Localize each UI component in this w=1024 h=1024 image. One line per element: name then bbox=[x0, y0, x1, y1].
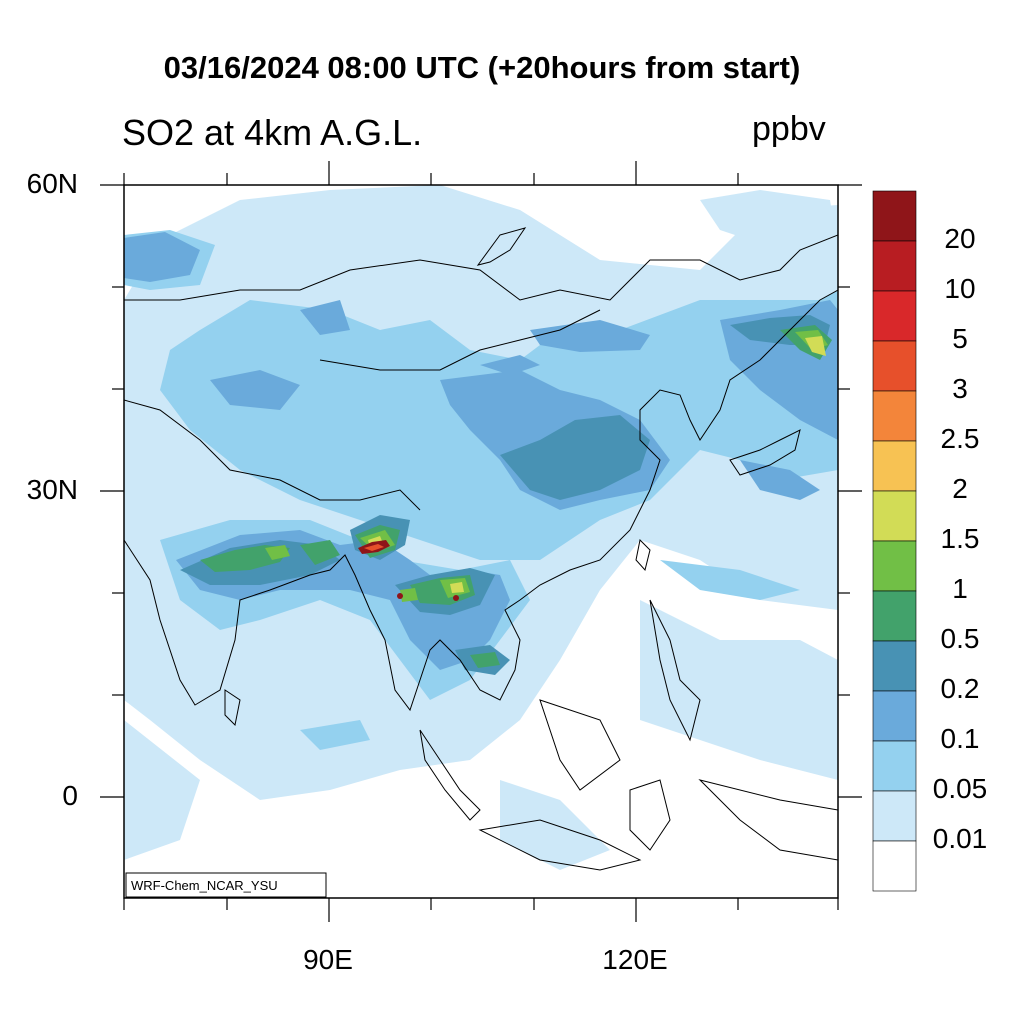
colorbar-swatch bbox=[872, 490, 917, 542]
colorbar-swatch bbox=[872, 690, 917, 742]
coastlines-and-borders bbox=[124, 227, 838, 871]
lon-label-90e: 90E bbox=[303, 944, 353, 975]
colorbar-level-label: 0.1 bbox=[940, 723, 980, 754]
contour-high bbox=[358, 540, 459, 601]
lon-label-120e: 120E bbox=[602, 944, 668, 975]
colorbar-swatch bbox=[872, 790, 917, 842]
colorbar-level-label: 0.5 bbox=[940, 623, 980, 654]
variable-label: SO2 at 4km A.G.L. bbox=[122, 112, 423, 153]
colorbar-swatch bbox=[872, 440, 917, 492]
colorbar-swatch bbox=[872, 590, 917, 642]
colorbar-level-label: 3 bbox=[952, 373, 968, 404]
colorbar-level-label: 1.5 bbox=[940, 523, 980, 554]
model-label-box: WRF-Chem_NCAR_YSU bbox=[125, 872, 327, 898]
lat-label-0: 0 bbox=[62, 780, 78, 811]
colorbar-swatch bbox=[872, 640, 917, 692]
colorbar-level-label: 1 bbox=[952, 573, 968, 604]
colorbar-level-label: 2 bbox=[952, 473, 968, 504]
hotspot-accent bbox=[364, 544, 384, 551]
colorbar-swatch bbox=[872, 190, 917, 242]
colorbar-level-label: 0.2 bbox=[940, 673, 980, 704]
axis-ticks bbox=[100, 161, 862, 922]
colorbar-swatch bbox=[872, 290, 917, 342]
units-label: ppbv bbox=[752, 110, 826, 148]
colorbar-level-label: 0.01 bbox=[932, 823, 988, 854]
colorbar-level-label: 2.5 bbox=[940, 423, 980, 454]
colorbar bbox=[872, 190, 917, 892]
colorbar-swatch bbox=[872, 340, 917, 392]
colorbar-level-label: 10 bbox=[944, 273, 976, 304]
colorbar-level-label: 20 bbox=[944, 223, 976, 254]
so2-concentration-field bbox=[124, 185, 838, 898]
colorbar-swatch bbox=[872, 240, 917, 292]
lat-label-30n: 30N bbox=[26, 474, 78, 505]
colorbar-swatch bbox=[872, 740, 917, 792]
colorbar-swatch bbox=[872, 540, 917, 592]
model-label: WRF-Chem_NCAR_YSU bbox=[131, 878, 278, 893]
chart-title: 03/16/2024 08:00 UTC (+20hours from star… bbox=[163, 50, 801, 85]
colorbar-level-label: 0.05 bbox=[932, 773, 988, 804]
map-frame bbox=[123, 184, 839, 899]
colorbar-swatch bbox=[872, 840, 917, 892]
lat-label-60n: 60N bbox=[26, 168, 78, 199]
colorbar-swatch bbox=[872, 390, 917, 442]
colorbar-level-label: 5 bbox=[952, 323, 968, 354]
